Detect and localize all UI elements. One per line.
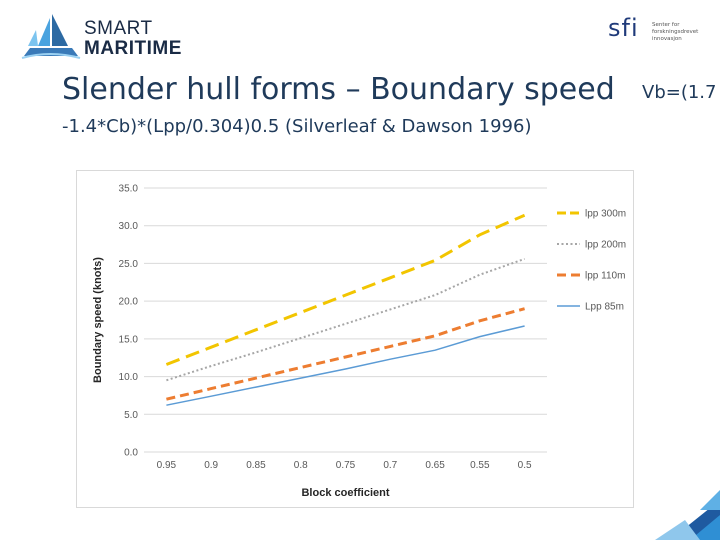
series-line-1 — [166, 257, 525, 382]
series-line-0 — [165, 213, 526, 366]
sfi-mark: sfi — [608, 14, 639, 42]
sfi-caption-line: forskningsdrevet — [652, 29, 699, 35]
ship-logo-icon — [21, 14, 81, 59]
x-axis-title: Block coefficient — [301, 487, 389, 499]
x-tick-label: 0.8 — [294, 460, 308, 471]
logo-text-maritime: MARITIME — [84, 38, 182, 59]
x-tick-label: 0.7 — [383, 460, 397, 471]
legend-label: lpp 110m — [585, 271, 625, 282]
y-tick-label: 5.0 — [124, 410, 138, 421]
series-line-2 — [166, 307, 525, 401]
chart-svg: 0.0 5.0 10.0 15.0 20.0 25.0 30.0 35.0 0.95 0.9 0.8… — [92, 184, 626, 500]
slide-title-formula: Vb=(1.7 — [642, 82, 717, 103]
slide-subtitle: -1.4*Cb)*(Lpp/0.304)0.5 (Silverleaf & Da… — [62, 116, 532, 137]
x-tick-label: 0.9 — [204, 460, 218, 471]
sfi-caption: Senter for forskningsdrevet innovasjon — [652, 22, 698, 43]
y-tick-label: 20.0 — [119, 297, 139, 308]
slide-title: Slender hull forms – Boundary speed — [62, 72, 615, 107]
legend-label: Lpp 85m — [585, 302, 624, 313]
y-tick-label: 25.0 — [119, 259, 139, 270]
decorative-corner-pattern — [655, 490, 720, 540]
logo-text-smart: SMART — [84, 18, 153, 39]
legend-label: lpp 200m — [585, 240, 626, 251]
x-tick-label: 0.95 — [157, 460, 177, 471]
y-tick-label: 0.0 — [124, 448, 138, 459]
series-line-3 — [166, 325, 525, 406]
sfi-caption-line: Senter for — [652, 22, 680, 28]
y-tick-label: 15.0 — [119, 334, 139, 345]
x-tick-label: 0.85 — [246, 460, 266, 471]
x-tick-label: 0.75 — [336, 460, 356, 471]
legend-label: lpp 300m — [585, 209, 626, 220]
y-axis-title: Boundary speed (knots) — [92, 257, 104, 383]
y-tick-label: 35.0 — [119, 184, 139, 195]
y-tick-label: 10.0 — [119, 372, 139, 383]
sfi-logo: sfi Senter for forskningsdrevet innovasj… — [608, 14, 708, 54]
smart-maritime-logo: SMART MARITIME — [20, 10, 181, 62]
y-tick-label: 30.0 — [119, 221, 139, 232]
boundary-speed-chart: 0.0 5.0 10.0 15.0 20.0 25.0 30.0 35.0 0.95 0.9 0.8… — [76, 170, 634, 508]
x-tick-label: 0.55 — [470, 460, 490, 471]
x-tick-label: 0.5 — [518, 460, 532, 471]
x-tick-label: 0.65 — [425, 460, 445, 471]
sfi-caption-line: innovasjon — [652, 36, 682, 42]
